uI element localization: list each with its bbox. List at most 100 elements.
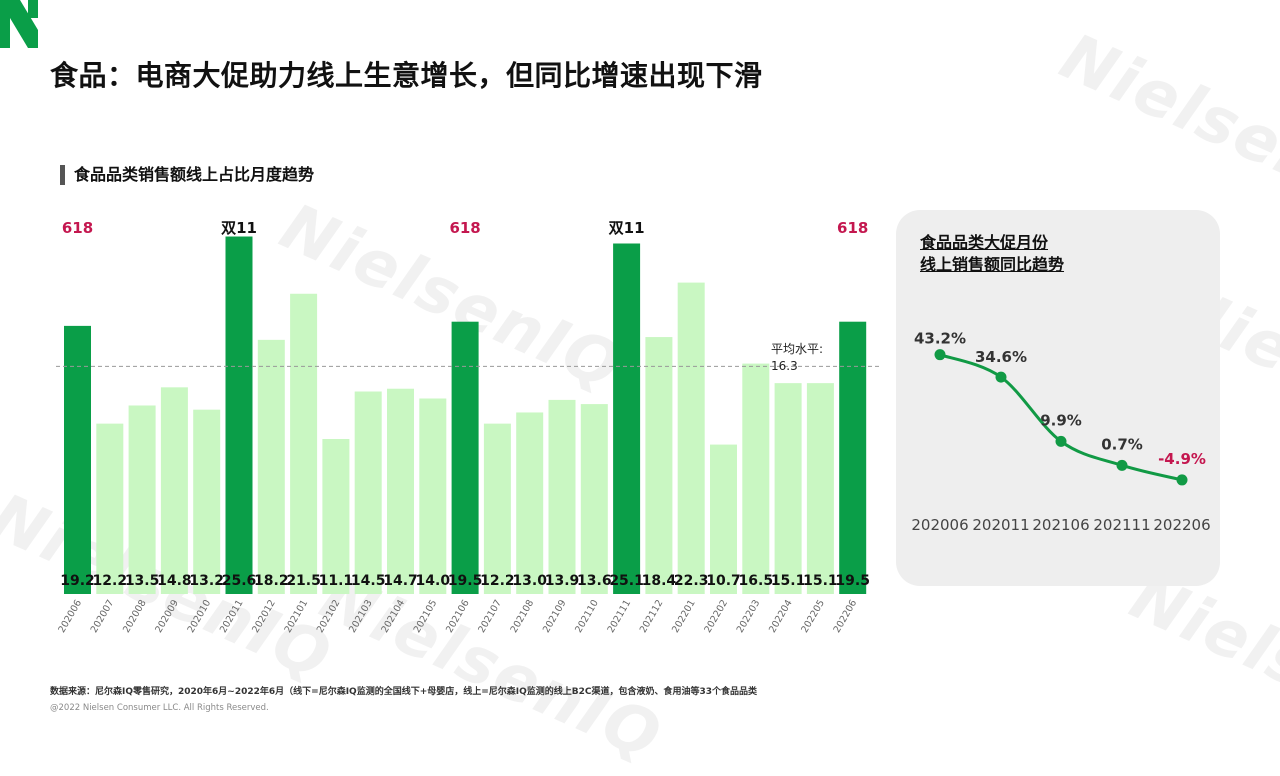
bar-202110	[580, 404, 608, 594]
nielseniq-logo	[0, 0, 38, 48]
bar-value-label: 25.1	[609, 573, 644, 589]
line-x-tick-label: 202106	[1032, 516, 1089, 534]
bar-202101	[290, 293, 318, 594]
bar-202008	[128, 405, 156, 594]
line-chart-title-line-1: 食品品类大促月份	[920, 233, 1049, 252]
bar-value-label: 14.8	[157, 573, 192, 589]
average-value: 16.3	[771, 359, 798, 373]
bar-value-label: 13.5	[125, 573, 160, 589]
footnote: 数据来源：尼尔森IQ零售研究，2020年6月~2022年6月（线下=尼尔森IQ监…	[50, 687, 758, 697]
bar-202201	[677, 282, 705, 594]
line-value-label: 34.6%	[975, 348, 1027, 366]
watermark-text: NielsenIQ	[1119, 560, 1280, 776]
bar-202006	[64, 325, 91, 594]
bar-202204	[774, 383, 802, 594]
line-point-202006	[934, 349, 946, 361]
x-tick-label: 202012	[250, 598, 278, 635]
x-tick-label: 202102	[315, 598, 343, 635]
bar-202106	[451, 321, 479, 594]
bar-chart: 19.2 202006 12.2 202007 13.5 202008 14.8 202009…	[56, 219, 882, 635]
bar-value-label: 10.7	[706, 573, 741, 589]
bar-202103	[354, 391, 382, 594]
bar-202203	[742, 363, 770, 594]
bar-value-label: 22.3	[674, 573, 709, 589]
event-label: 双11	[221, 219, 257, 237]
line-point-202106	[1055, 435, 1067, 447]
bar-202105	[419, 398, 447, 594]
bar-202202	[710, 444, 737, 594]
copyright: @2022 Nielsen Consumer LLC. All Rights R…	[50, 703, 269, 713]
x-tick-label: 202107	[476, 598, 504, 635]
bar-value-label: 16.5	[739, 573, 774, 589]
line-value-label: 9.9%	[1040, 411, 1082, 429]
bar-value-label: 14.0	[416, 573, 451, 589]
bar-202012	[257, 339, 285, 594]
bar-value-label: 18.4	[642, 573, 677, 589]
line-chart-title: 食品品类大促月份 线上销售额同比趋势	[920, 232, 1064, 276]
bar-value-label: 11.1	[319, 573, 354, 589]
line-x-tick-label: 202011	[972, 516, 1029, 534]
bar-202104	[387, 388, 414, 594]
x-tick-label: 202011	[218, 598, 246, 635]
event-label: 双11	[609, 219, 645, 237]
bar-202102	[322, 438, 350, 594]
x-tick-label: 202106	[444, 598, 472, 635]
x-tick-label: 202202	[702, 598, 730, 635]
bar-value-label: 15.1	[771, 573, 806, 589]
bar-value-label: 25.6	[222, 573, 257, 589]
x-tick-label: 202101	[283, 598, 311, 635]
bar-202010	[193, 409, 221, 594]
bar-value-label: 18.2	[254, 573, 289, 589]
event-label: 618	[62, 219, 93, 237]
x-tick-label: 202108	[509, 598, 537, 635]
line-x-tick-label: 202111	[1093, 516, 1150, 534]
bar-value-label: 12.2	[93, 573, 128, 589]
bar-value-label: 19.5	[448, 573, 483, 589]
line-value-label: -4.9%	[1158, 450, 1206, 468]
x-tick-label: 202103	[347, 598, 375, 635]
watermark-text: NielsenIQ	[1049, 20, 1280, 236]
bar-value-label: 13.2	[189, 573, 224, 589]
bar-value-label: 14.5	[351, 573, 386, 589]
x-tick-label: 202111	[606, 598, 634, 635]
x-tick-label: 202204	[767, 598, 795, 635]
x-tick-label: 202203	[735, 598, 763, 635]
x-tick-label: 202105	[412, 598, 440, 635]
bar-value-label: 14.7	[383, 573, 418, 589]
bar-202206	[839, 321, 867, 594]
line-point-202011	[995, 371, 1007, 383]
bar-202112	[645, 337, 673, 594]
bar-value-label: 13.6	[577, 573, 612, 589]
yoy-trend-panel: 食品品类大促月份 线上销售额同比趋势 43.2% 202006 34.6% 20201…	[896, 210, 1220, 586]
bar-value-label: 13.0	[512, 573, 547, 589]
x-tick-label: 202008	[121, 598, 149, 635]
slide-title: 食品：电商大促助力线上生意增长，但同比增速出现下滑	[50, 59, 763, 92]
bar-chart-title: 食品品类销售额线上占比月度趋势	[60, 163, 314, 187]
line-x-tick-label: 202206	[1153, 516, 1210, 534]
line-value-label: 0.7%	[1101, 435, 1143, 453]
bar-value-label: 19.5	[835, 573, 870, 589]
line-x-tick-label: 202006	[911, 516, 968, 534]
average-label: 平均水平:	[771, 342, 823, 356]
x-tick-label: 202205	[799, 598, 827, 635]
bar-202009	[160, 387, 188, 594]
bar-value-label: 15.1	[803, 573, 838, 589]
x-tick-label: 202112	[638, 598, 666, 635]
bar-202205	[806, 383, 834, 594]
bar-value-label: 19.2	[60, 573, 95, 589]
x-tick-label: 202010	[186, 598, 214, 635]
event-label: 618	[449, 219, 480, 237]
x-tick-label: 202206	[832, 598, 860, 635]
bar-value-label: 12.2	[480, 573, 515, 589]
bar-value-label: 21.5	[286, 573, 321, 589]
x-tick-label: 202009	[153, 598, 181, 635]
x-tick-label: 202109	[541, 598, 569, 635]
x-tick-label: 202007	[89, 598, 117, 635]
line-value-label: 43.2%	[914, 330, 966, 348]
event-label: 618	[837, 219, 868, 237]
bar-value-label: 13.9	[545, 573, 580, 589]
x-tick-label: 202201	[670, 598, 698, 635]
line-chart: 43.2% 202006 34.6% 202011 9.9% 202106 0.7% 2021…	[911, 330, 1210, 534]
line-chart-title-line-2: 线上销售额同比趋势	[920, 255, 1065, 274]
line-point-202111	[1116, 459, 1128, 471]
